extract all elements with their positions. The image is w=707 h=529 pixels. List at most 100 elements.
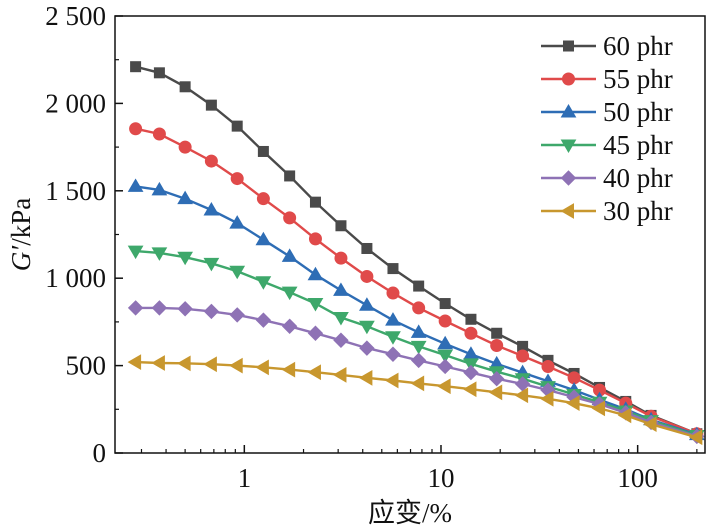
data-point: [413, 280, 425, 292]
y-axis-title-symbol: G′: [6, 245, 36, 271]
x-tick-label: 10: [427, 463, 454, 493]
data-point: [332, 366, 347, 383]
data-point: [463, 358, 479, 372]
data-point: [387, 263, 399, 275]
legend-marker: [560, 170, 577, 186]
data-point: [334, 251, 348, 265]
data-point: [384, 372, 399, 389]
data-point: [177, 190, 193, 205]
data-point: [410, 340, 427, 355]
data-point: [437, 335, 454, 350]
series-line: [135, 360, 698, 439]
legend-label: 60 phr: [603, 31, 673, 61]
data-point: [177, 355, 191, 372]
data-point: [255, 231, 272, 246]
data-point: [151, 247, 168, 261]
series-30-phr: [127, 354, 703, 446]
legend-entry: 45 phr: [541, 130, 673, 160]
data-point: [307, 325, 324, 341]
legend-marker: [560, 139, 577, 153]
legend-entry: 30 phr: [541, 196, 673, 226]
data-point: [385, 312, 401, 326]
data-point: [307, 266, 324, 281]
data-point: [229, 357, 243, 374]
legend-label: 30 phr: [603, 196, 673, 226]
data-point: [151, 355, 165, 371]
data-point: [488, 384, 503, 401]
data-point: [359, 340, 375, 356]
data-point: [516, 349, 530, 363]
data-point: [127, 245, 144, 260]
data-point: [617, 407, 632, 424]
series-line: [135, 65, 698, 435]
legend-label: 55 phr: [603, 64, 673, 94]
data-point: [361, 242, 373, 254]
data-point: [438, 314, 452, 328]
y-tick-label: 500: [66, 351, 107, 381]
data-point: [205, 99, 217, 111]
data-point: [643, 416, 657, 433]
data-point: [127, 300, 144, 316]
axes: 0 500 1 000 1 500 2 000 2 500 1 10 100: [45, 1, 706, 493]
data-point: [203, 303, 220, 320]
y-tick-label: 2 000: [45, 88, 106, 118]
data-point: [151, 181, 168, 196]
data-point: [360, 269, 374, 283]
data-point: [307, 298, 324, 312]
data-point: [177, 251, 193, 266]
data-point: [255, 312, 272, 328]
data-point: [178, 140, 192, 154]
data-point: [410, 352, 427, 369]
legend-marker: [560, 104, 577, 118]
data-point: [566, 395, 580, 412]
x-tick-label: 1: [238, 463, 252, 493]
data-point: [462, 381, 477, 398]
series-line: [135, 127, 698, 435]
legend-label: 45 phr: [603, 130, 673, 160]
data-point: [541, 359, 555, 373]
data-point: [203, 257, 220, 272]
legend-entry: 40 phr: [541, 163, 673, 193]
data-point: [179, 81, 191, 93]
y-tick-label: 1 500: [45, 176, 106, 206]
y-tick-label: 1 000: [45, 263, 106, 293]
data-point: [130, 61, 142, 73]
x-tick-label: 100: [617, 463, 658, 493]
y-axis-title: G′/kPa: [6, 198, 36, 271]
data-point: [204, 154, 218, 168]
data-point: [385, 331, 401, 345]
data-point: [333, 332, 349, 348]
legend-label: 40 phr: [603, 163, 673, 193]
data-point: [284, 170, 296, 182]
data-point: [229, 265, 246, 280]
data-point: [129, 122, 143, 136]
data-point: [465, 313, 477, 325]
data-point: [490, 338, 504, 352]
data-point: [203, 202, 220, 216]
data-point: [437, 358, 453, 375]
data-point: [358, 369, 373, 386]
data-point: [410, 375, 425, 392]
data-point: [386, 286, 400, 300]
series-40-phr: [127, 300, 705, 445]
data-point: [439, 298, 451, 310]
series-line: [135, 185, 698, 436]
data-point: [309, 196, 321, 208]
y-tick-label: 2 500: [45, 1, 106, 31]
data-point: [281, 248, 298, 262]
data-point: [488, 371, 505, 387]
data-point: [359, 297, 375, 311]
data-point: [255, 276, 272, 290]
data-point: [281, 361, 296, 378]
series-line: [135, 306, 698, 438]
legend-label: 50 phr: [603, 97, 673, 127]
data-point: [308, 232, 322, 246]
legend-entry: 50 phr: [541, 97, 673, 127]
data-point: [230, 172, 244, 186]
data-point: [203, 356, 217, 373]
data-point: [151, 300, 168, 316]
y-axis-title-unit: /kPa: [6, 198, 36, 246]
plot-area: [127, 61, 705, 446]
